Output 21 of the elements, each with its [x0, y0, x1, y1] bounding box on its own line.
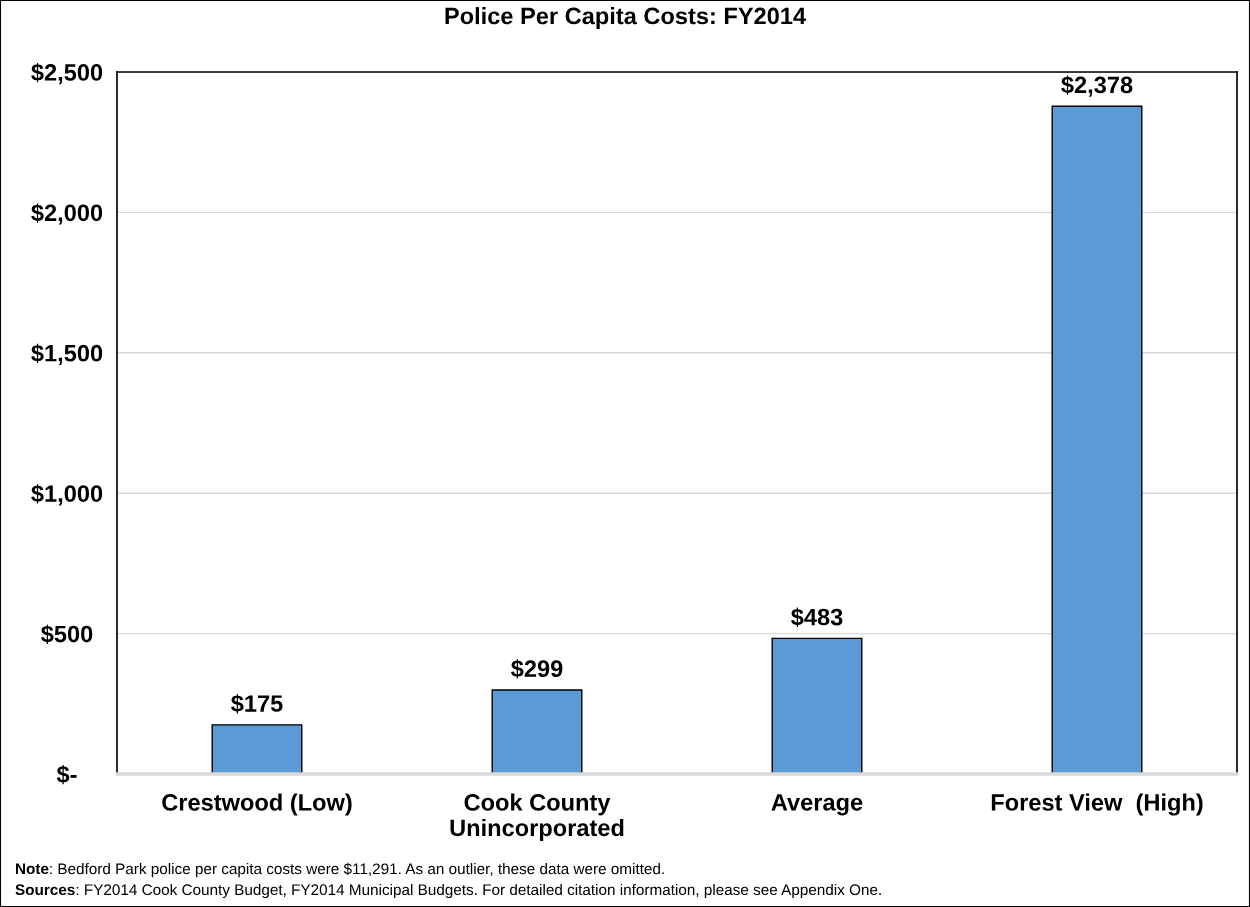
y-tick-label: $500	[41, 624, 93, 644]
x-tick-label: Average	[771, 794, 863, 816]
y-tick-label: $-	[56, 765, 77, 785]
text: Note: Bedford Park police per capita costs were $11,291. As an outlier, these data were omitted.	[16, 862, 664, 878]
chart-title: Police Per Capita Costs: FY2014	[445, 7, 806, 30]
data-label: $175	[231, 694, 283, 714]
y-tick-label: $1,000	[31, 484, 103, 506]
x-tick-label: Forest View (High)	[991, 793, 1203, 816]
bar	[771, 637, 863, 774]
bar	[211, 724, 303, 774]
bar	[1051, 105, 1143, 774]
data-label: $299	[511, 659, 563, 679]
y-tick-label: $2,000	[31, 203, 103, 225]
y-tick-label: $1,500	[31, 343, 103, 366]
data-label: $2,378	[1061, 75, 1133, 97]
bar	[491, 689, 583, 774]
source-note: Sources: FY2014 Cook County Budget, FY2014 Municipal Budgets. For detailed citation information, please see Appendix One.	[15, 883, 881, 899]
x-tick-label: Cook County Unincorporated	[450, 793, 624, 841]
x-tick-label: Crestwood (Low)	[162, 793, 352, 816]
y-tick-label: $2,500	[31, 63, 103, 85]
data-label: $483	[791, 607, 843, 627]
